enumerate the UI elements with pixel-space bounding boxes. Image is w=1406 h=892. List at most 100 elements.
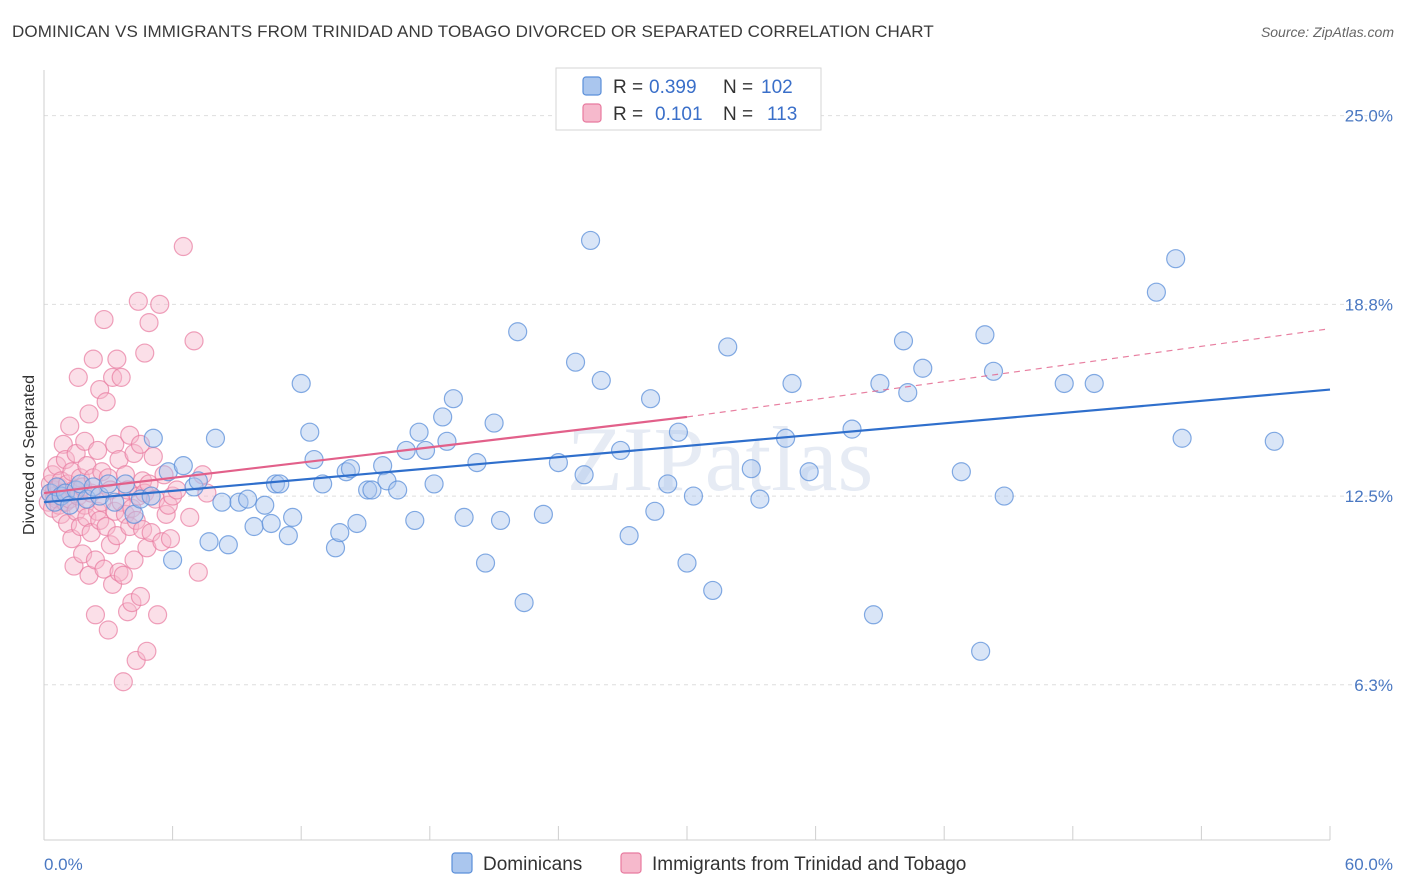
dominican-point: [484, 413, 504, 433]
x-tick-labels: 0.0% 60.0%: [44, 855, 1393, 874]
trinidad-point: [96, 392, 116, 412]
dominican-point: [677, 553, 697, 573]
trend-line-dominicans: [43, 388, 1331, 504]
trinidad-point: [111, 492, 131, 512]
chart-title: DOMINICAN VS IMMIGRANTS FROM TRINIDAD AN…: [12, 22, 934, 41]
dominican-point: [565, 352, 586, 372]
dominican-point: [443, 389, 463, 409]
trinidad-point: [68, 367, 88, 387]
dominican-point: [703, 580, 723, 601]
dominican-point: [362, 480, 382, 500]
dominican-point: [683, 486, 704, 506]
trinidad-point: [188, 562, 208, 582]
y-tick-label: 25.0%: [1345, 107, 1393, 126]
dominican-point: [619, 526, 639, 546]
trinidad-point: [79, 404, 99, 424]
dominican-point: [143, 428, 163, 448]
y-tick-label: 6.3%: [1354, 676, 1393, 695]
trinidad-point: [90, 379, 110, 400]
trinidad-point: [94, 309, 114, 330]
dominican-point: [1084, 373, 1104, 394]
dominican-point: [971, 641, 991, 661]
dominican-point: [283, 507, 303, 527]
dominican-point: [358, 480, 378, 500]
dominican-point: [105, 492, 125, 512]
trinidad-point: [85, 605, 106, 625]
trinidad-point: [105, 434, 125, 454]
dominican-point: [265, 474, 286, 494]
dominican-point: [409, 422, 429, 442]
trinidad-point: [117, 602, 138, 622]
trend-line-trinidad-extension: [686, 328, 1331, 418]
dominican-point: [514, 593, 534, 613]
legend-n-label-2: N =: [723, 104, 753, 125]
trinidad-point: [94, 559, 114, 579]
dominican-point: [913, 358, 933, 378]
dominican-point: [508, 322, 528, 342]
dominican-point: [313, 474, 333, 494]
watermark: ZIPatlas: [567, 408, 874, 510]
trinidad-point: [147, 605, 168, 625]
dominican-point: [898, 383, 918, 403]
legend-n-label-1: N =: [723, 77, 753, 98]
legend-r-value-2: 0.101: [655, 104, 703, 125]
gridlines: [44, 115, 1390, 686]
dominican-point: [1054, 373, 1074, 394]
dominican-point: [718, 337, 738, 357]
trinidad-point: [184, 331, 204, 351]
dominican-point: [490, 510, 511, 531]
trinidad-point: [113, 565, 133, 585]
y-tick-label: 12.5%: [1345, 487, 1393, 506]
y-tick-labels: 6.3% 12.5% 18.8% 25.0%: [1345, 107, 1393, 695]
dominican-point: [163, 550, 183, 570]
dominican-point: [437, 431, 457, 451]
y-axis-label: Divorced or Separated: [21, 375, 38, 535]
trinidad-point: [180, 507, 200, 527]
dominican-point: [1172, 428, 1192, 448]
trinidad-point: [139, 313, 159, 333]
dominican-point: [278, 526, 298, 546]
dominican-point: [199, 532, 219, 552]
dominican-point: [173, 456, 193, 476]
x-tick-label-min: 0.0%: [44, 855, 83, 874]
trinidad-point: [83, 349, 103, 369]
dominican-point: [300, 422, 320, 442]
dominican-point: [799, 462, 819, 482]
dominican-point: [951, 462, 971, 482]
trinidad-point: [107, 349, 127, 369]
dominican-point: [640, 389, 661, 409]
dominican-point: [255, 495, 275, 515]
dominican-point: [347, 513, 367, 534]
dominican-point: [261, 513, 281, 534]
dominican-point: [244, 516, 264, 537]
dominican-point: [645, 501, 665, 521]
dominican-point: [870, 373, 890, 394]
dominican-point: [1146, 282, 1166, 302]
dominican-point: [405, 510, 425, 531]
dominican-point: [750, 489, 770, 509]
dominican-point: [533, 504, 553, 524]
dominican-point: [218, 535, 238, 555]
dominican-point: [574, 465, 594, 485]
dominican-point: [658, 474, 678, 494]
dominican-point: [415, 440, 436, 461]
dominican-point: [325, 538, 346, 558]
trinidad-point: [160, 529, 181, 549]
trinidad-point: [124, 550, 144, 570]
axes: [43, 70, 1331, 841]
dominican-point: [388, 480, 408, 500]
dominican-point: [668, 422, 689, 442]
dominican-point: [591, 370, 611, 391]
dominican-point: [863, 605, 884, 625]
legend-bottom-label-dominicans: Dominicans: [483, 854, 582, 875]
dominican-point: [782, 373, 802, 394]
dominican-point: [475, 553, 496, 573]
trinidad-point: [128, 291, 148, 311]
chart-source: Source: ZipAtlas.com: [1260, 24, 1394, 40]
dominican-point: [141, 486, 161, 506]
dominican-point: [270, 474, 290, 494]
legend-r-value-1: 0.399: [649, 77, 697, 98]
legend-swatch-trinidad: [582, 103, 602, 123]
dominican-point: [238, 489, 258, 509]
